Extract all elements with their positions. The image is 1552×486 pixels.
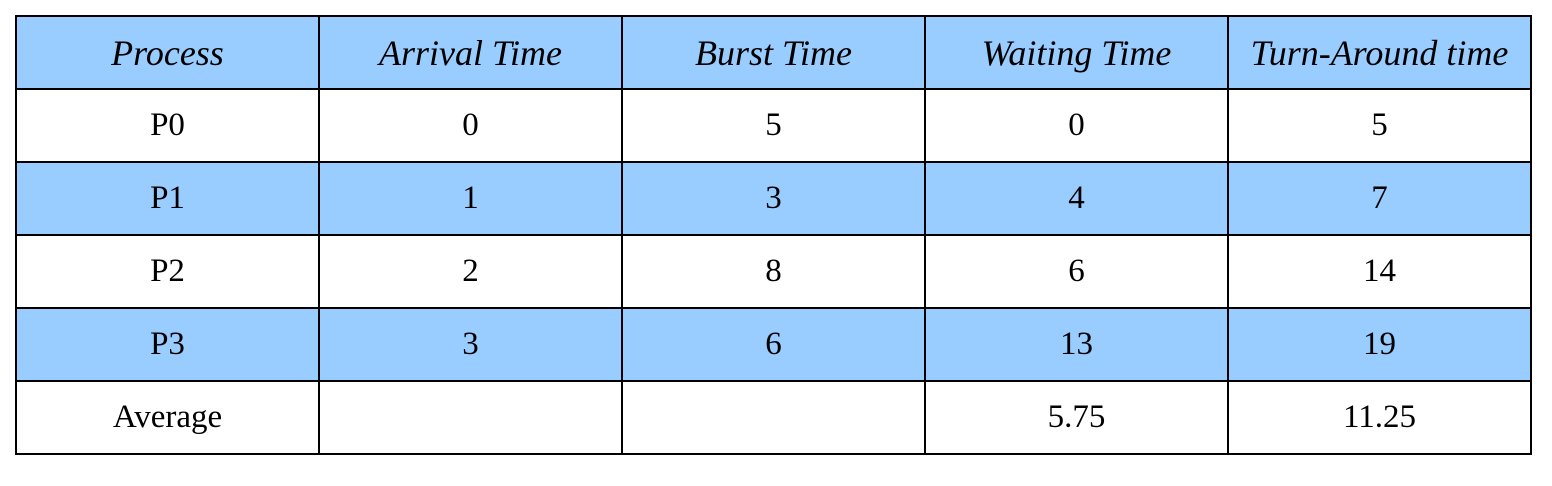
cell-burst-time: 6 — [621, 307, 926, 382]
cell-arrival-time: 0 — [318, 88, 623, 163]
cell-arrival-time: 3 — [318, 307, 623, 382]
header-process: Process — [15, 15, 320, 90]
header-turnaround-time: Turn-Around time — [1227, 15, 1532, 90]
cell-average-burst-time — [621, 380, 926, 455]
cell-average-waiting-time: 5.75 — [924, 380, 1229, 455]
cell-waiting-time: 13 — [924, 307, 1229, 382]
cell-turnaround-time: 7 — [1227, 161, 1532, 236]
header-burst-time: Burst Time — [621, 15, 926, 90]
table-row: P0 0 5 0 5 — [15, 88, 1532, 163]
table-row: P2 2 8 6 14 — [15, 234, 1532, 309]
cell-process: P2 — [15, 234, 320, 309]
header-waiting-time: Waiting Time — [924, 15, 1229, 90]
table-row: P3 3 6 13 19 — [15, 307, 1532, 382]
cell-average-label: Average — [15, 380, 320, 455]
cell-burst-time: 8 — [621, 234, 926, 309]
cell-arrival-time: 1 — [318, 161, 623, 236]
cell-arrival-time: 2 — [318, 234, 623, 309]
header-arrival-time: Arrival Time — [318, 15, 623, 90]
cell-waiting-time: 0 — [924, 88, 1229, 163]
cell-average-turnaround-time: 11.25 — [1227, 380, 1532, 455]
cell-turnaround-time: 19 — [1227, 307, 1532, 382]
cell-turnaround-time: 5 — [1227, 88, 1532, 163]
average-row: Average 5.75 11.25 — [15, 380, 1532, 455]
cell-process: P1 — [15, 161, 320, 236]
cell-burst-time: 5 — [621, 88, 926, 163]
header-row: Process Arrival Time Burst Time Waiting … — [15, 15, 1532, 90]
process-schedule-table: Process Arrival Time Burst Time Waiting … — [15, 15, 1532, 455]
cell-burst-time: 3 — [621, 161, 926, 236]
cell-process: P3 — [15, 307, 320, 382]
cell-process: P0 — [15, 88, 320, 163]
table-row: P1 1 3 4 7 — [15, 161, 1532, 236]
cell-waiting-time: 4 — [924, 161, 1229, 236]
cell-turnaround-time: 14 — [1227, 234, 1532, 309]
cell-waiting-time: 6 — [924, 234, 1229, 309]
cell-average-arrival-time — [318, 380, 623, 455]
